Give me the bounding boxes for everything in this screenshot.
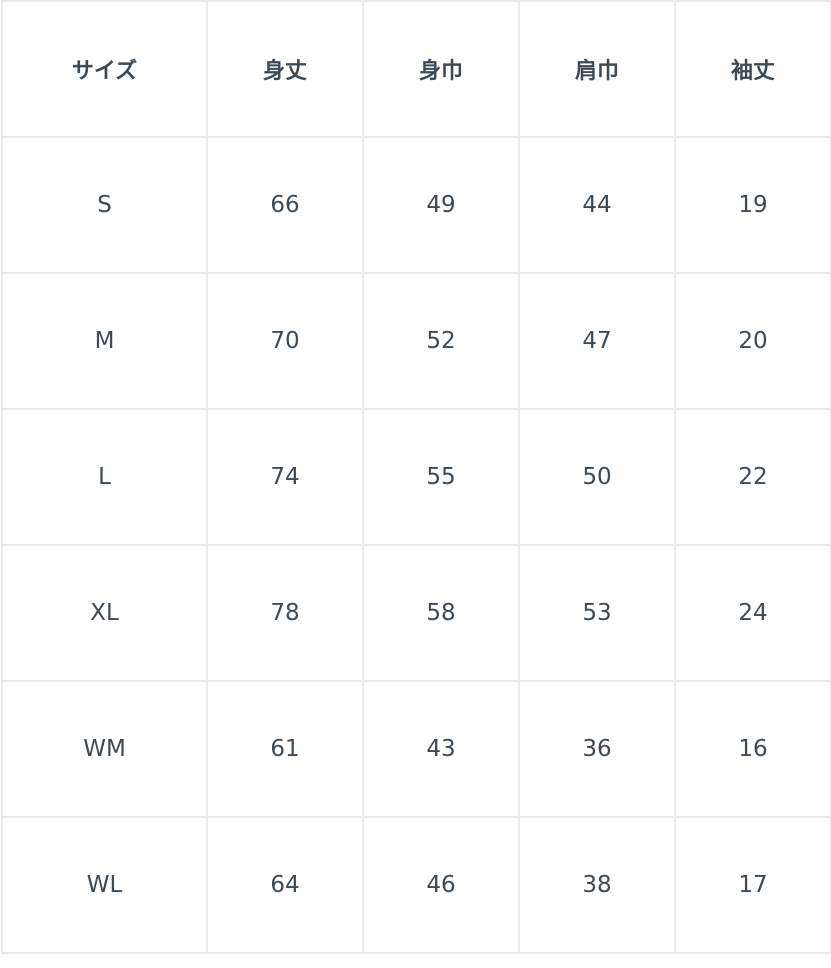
cell-size: L [1, 408, 208, 546]
cell-width: 49 [362, 136, 520, 274]
cell-width: 52 [362, 272, 520, 410]
table-row: XL 78 58 53 24 [1, 544, 831, 682]
cell-size: WL [1, 816, 208, 954]
cell-sleeve: 17 [674, 816, 831, 954]
cell-sleeve: 16 [674, 680, 831, 818]
cell-shoulder: 47 [518, 272, 676, 410]
header-width: 身巾 [362, 0, 520, 138]
cell-shoulder: 53 [518, 544, 676, 682]
cell-width: 55 [362, 408, 520, 546]
cell-length: 78 [206, 544, 364, 682]
header-sleeve: 袖丈 [674, 0, 831, 138]
table-row: WL 64 46 38 17 [1, 816, 831, 954]
cell-length: 70 [206, 272, 364, 410]
header-size: サイズ [1, 0, 208, 138]
cell-length: 74 [206, 408, 364, 546]
cell-sleeve: 24 [674, 544, 831, 682]
cell-size: WM [1, 680, 208, 818]
cell-sleeve: 19 [674, 136, 831, 274]
table-row: S 66 49 44 19 [1, 136, 831, 274]
cell-length: 61 [206, 680, 364, 818]
cell-shoulder: 36 [518, 680, 676, 818]
header-row: サイズ 身丈 身巾 肩巾 袖丈 [1, 0, 831, 138]
cell-shoulder: 38 [518, 816, 676, 954]
cell-size: XL [1, 544, 208, 682]
cell-sleeve: 20 [674, 272, 831, 410]
cell-width: 58 [362, 544, 520, 682]
table-row: M 70 52 47 20 [1, 272, 831, 410]
cell-sleeve: 22 [674, 408, 831, 546]
header-length: 身丈 [206, 0, 364, 138]
header-shoulder: 肩巾 [518, 0, 676, 138]
cell-shoulder: 44 [518, 136, 676, 274]
cell-width: 43 [362, 680, 520, 818]
cell-length: 66 [206, 136, 364, 274]
cell-length: 64 [206, 816, 364, 954]
cell-size: S [1, 136, 208, 274]
cell-size: M [1, 272, 208, 410]
table-row: WM 61 43 36 16 [1, 680, 831, 818]
cell-width: 46 [362, 816, 520, 954]
table-row: L 74 55 50 22 [1, 408, 831, 546]
cell-shoulder: 50 [518, 408, 676, 546]
